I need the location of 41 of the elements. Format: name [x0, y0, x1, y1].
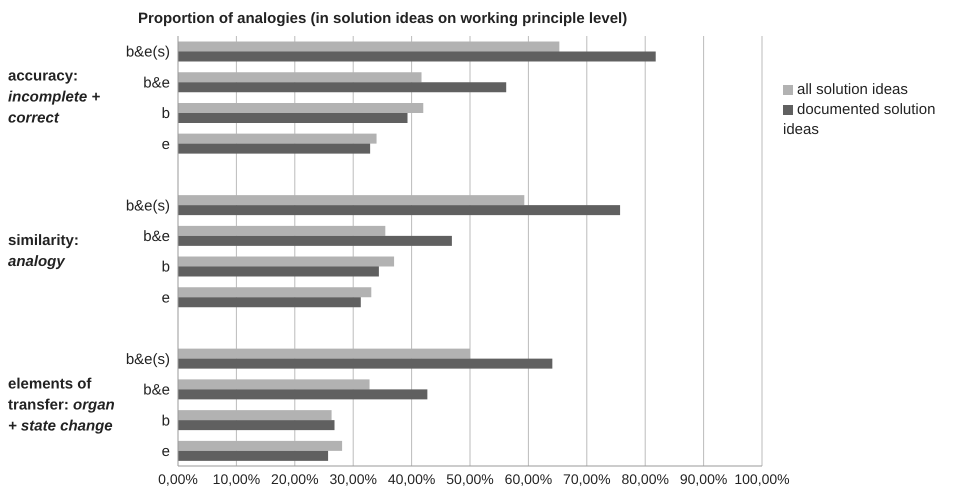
- y-tick-label: b&e(s): [126, 197, 170, 214]
- y-tick-label: b&e(s): [126, 44, 170, 61]
- bar: [178, 236, 452, 246]
- bar: [178, 82, 506, 92]
- x-tick-label: 80,00%: [621, 470, 669, 487]
- bar: [178, 450, 328, 461]
- chart-title: Proportion of analogies (in solution ideas on working principle level): [138, 10, 628, 27]
- x-tick-label: 30,00%: [329, 470, 377, 487]
- bar: [178, 144, 370, 154]
- legend-label: all solution ideas: [797, 81, 908, 98]
- x-tick-label: 100,00%: [734, 470, 790, 487]
- bar: [178, 358, 552, 369]
- x-tick-label: 90,00%: [680, 470, 728, 487]
- legend-label: documented solution ideas: [783, 101, 936, 138]
- bar: [178, 205, 620, 216]
- bar: [178, 52, 656, 62]
- y-tick-label: b: [162, 105, 170, 122]
- bar: [178, 420, 335, 430]
- text: elements of transfer: organ + state change: [8, 375, 115, 434]
- text: accuracy: incomplete + correct: [8, 68, 100, 127]
- bar: [178, 389, 428, 400]
- y-tick-label: b&e: [143, 382, 170, 399]
- x-tick-label: 50,00%: [446, 470, 494, 487]
- y-tick-label: b&e: [143, 228, 170, 245]
- y-tick-label: b&e: [143, 74, 170, 92]
- y-tick-label: b: [162, 412, 170, 430]
- y-tick-label: b: [162, 258, 170, 276]
- x-tick-label: 10,00%: [212, 470, 260, 487]
- y-tick-label: e: [162, 289, 170, 306]
- y-tick-label: b&e(s): [126, 350, 170, 368]
- bar: [178, 266, 379, 277]
- x-tick-label: 70,00%: [563, 470, 611, 487]
- bar: [178, 112, 408, 123]
- bar: [178, 297, 361, 308]
- x-tick-label: 60,00%: [504, 470, 552, 487]
- x-tick-label: 40,00%: [388, 470, 436, 487]
- x-tick-label: 20,00%: [271, 470, 319, 487]
- y-tick-label: e: [162, 442, 170, 460]
- text: similarity: analogy: [8, 232, 79, 270]
- y-tick-label: e: [162, 136, 170, 153]
- x-tick-label: 0,00%: [158, 470, 198, 487]
